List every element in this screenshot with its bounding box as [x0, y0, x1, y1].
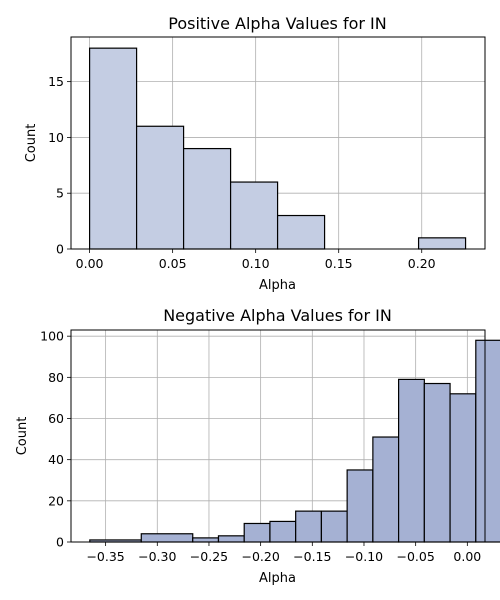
y-tick-label: 10 — [48, 130, 64, 145]
x-tick-label: 0.00 — [76, 256, 104, 271]
x-tick-label: 0.15 — [325, 256, 353, 271]
y-axis-label: Count — [24, 124, 39, 163]
x-tick-label: 0.05 — [159, 256, 187, 271]
histogram-bar — [243, 522, 271, 543]
x-tick-label: 0.10 — [242, 256, 270, 271]
x-ticks: −0.35 −0.30 −0.25 −0.20 −0.15 −0.10 −0.05 0.00 — [86, 542, 481, 564]
bars — [89, 339, 500, 543]
plot-frame — [70, 36, 486, 250]
histogram-bar — [449, 393, 477, 543]
histogram-bar — [475, 339, 500, 543]
histogram-bar — [320, 510, 348, 543]
histogram-bar — [192, 537, 220, 543]
y-tick-label: 5 — [56, 186, 64, 201]
histogram-bar — [417, 237, 467, 250]
histogram-bar — [346, 469, 374, 543]
histogram-bar — [88, 47, 138, 250]
histogram-bar — [398, 378, 425, 543]
bars — [88, 47, 467, 250]
y-tick-label: 80 — [48, 370, 64, 385]
x-tick-label: −0.35 — [86, 549, 124, 564]
y-tick-label: 0 — [56, 535, 64, 550]
chart-title: Positive Alpha Values for IN — [168, 14, 386, 33]
y-tick-label: 20 — [48, 493, 64, 508]
x-axis-label: Alpha — [259, 278, 296, 293]
histogram-bar — [269, 520, 297, 543]
chart-title: Negative Alpha Values for IN — [163, 306, 392, 325]
x-ticks: 0.00 0.05 0.10 0.15 0.20 — [76, 249, 436, 271]
x-tick-label: −0.05 — [396, 549, 434, 564]
plot-frame — [70, 329, 486, 543]
histogram-bar — [135, 125, 185, 250]
x-tick-label: −0.25 — [190, 549, 228, 564]
y-ticks: 0 20 40 60 80 100 — [40, 329, 71, 550]
histogram-bar — [140, 533, 194, 543]
x-tick-label: 0.20 — [408, 256, 436, 271]
y-tick-label: 0 — [56, 242, 64, 257]
positive-alpha-histogram: Positive Alpha Values for IN Alpha Count… — [24, 14, 486, 293]
negative-alpha-histogram: Negative Alpha Values for IN Alpha Count… — [15, 306, 500, 586]
histogram-bar — [423, 382, 451, 543]
x-axis-label: Alpha — [259, 571, 296, 586]
x-tick-label: −0.20 — [241, 549, 279, 564]
histogram-bar — [182, 147, 232, 250]
y-tick-label: 100 — [40, 329, 64, 344]
histogram-bar — [372, 436, 400, 543]
y-tick-label: 60 — [48, 411, 64, 426]
histogram-bar — [229, 181, 279, 250]
x-tick-label: −0.15 — [293, 549, 331, 564]
histogram-bar — [276, 214, 326, 250]
x-tick-label: −0.30 — [138, 549, 176, 564]
histogram-bar — [217, 535, 245, 543]
y-tick-label: 15 — [48, 74, 64, 89]
histogram-bar — [295, 510, 323, 543]
y-axis-label: Count — [15, 417, 30, 456]
x-tick-label: 0.00 — [453, 549, 481, 564]
x-tick-label: −0.10 — [345, 549, 383, 564]
y-tick-label: 40 — [48, 452, 64, 467]
y-ticks: 0 5 10 15 — [48, 74, 71, 257]
